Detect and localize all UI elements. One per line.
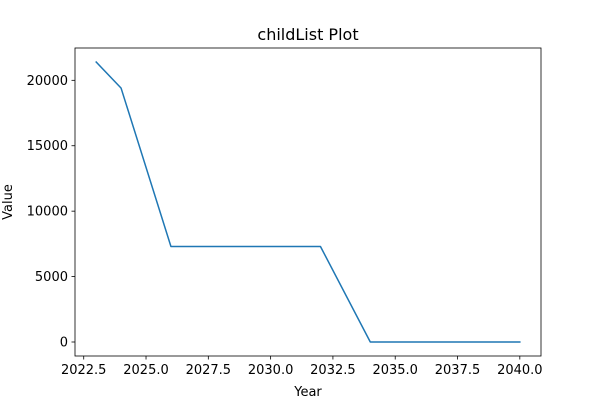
y-tick-label: 10000 [27, 205, 68, 220]
x-tick-label: 2035.0 [372, 363, 418, 378]
series-line-0 [95, 60, 521, 343]
x-tick-label: 2025.0 [123, 363, 169, 378]
plot-area [74, 47, 542, 357]
y-tick-label: 20000 [27, 74, 68, 89]
x-tick-label: 2022.5 [61, 363, 107, 378]
axis-ticks: 2022.5 2025.0 2027.5 2030.0 2032.5 2035.0 2037… [27, 74, 543, 378]
x-tick-label: 2030.0 [248, 363, 294, 378]
y-tick-label: 0 [60, 336, 68, 351]
x-axis-label: Year [293, 385, 322, 400]
y-axis-label: Value [1, 184, 16, 220]
x-tick-label: 2040.0 [497, 363, 543, 378]
x-tick-label: 2032.5 [310, 363, 356, 378]
axes-frame [74, 47, 542, 357]
x-tick-label: 2037.5 [435, 363, 481, 378]
y-tick-label: 5000 [35, 270, 68, 285]
chart-title: childList Plot [257, 25, 358, 44]
x-tick-label: 2027.5 [186, 363, 232, 378]
y-tick-label: 15000 [27, 139, 68, 154]
